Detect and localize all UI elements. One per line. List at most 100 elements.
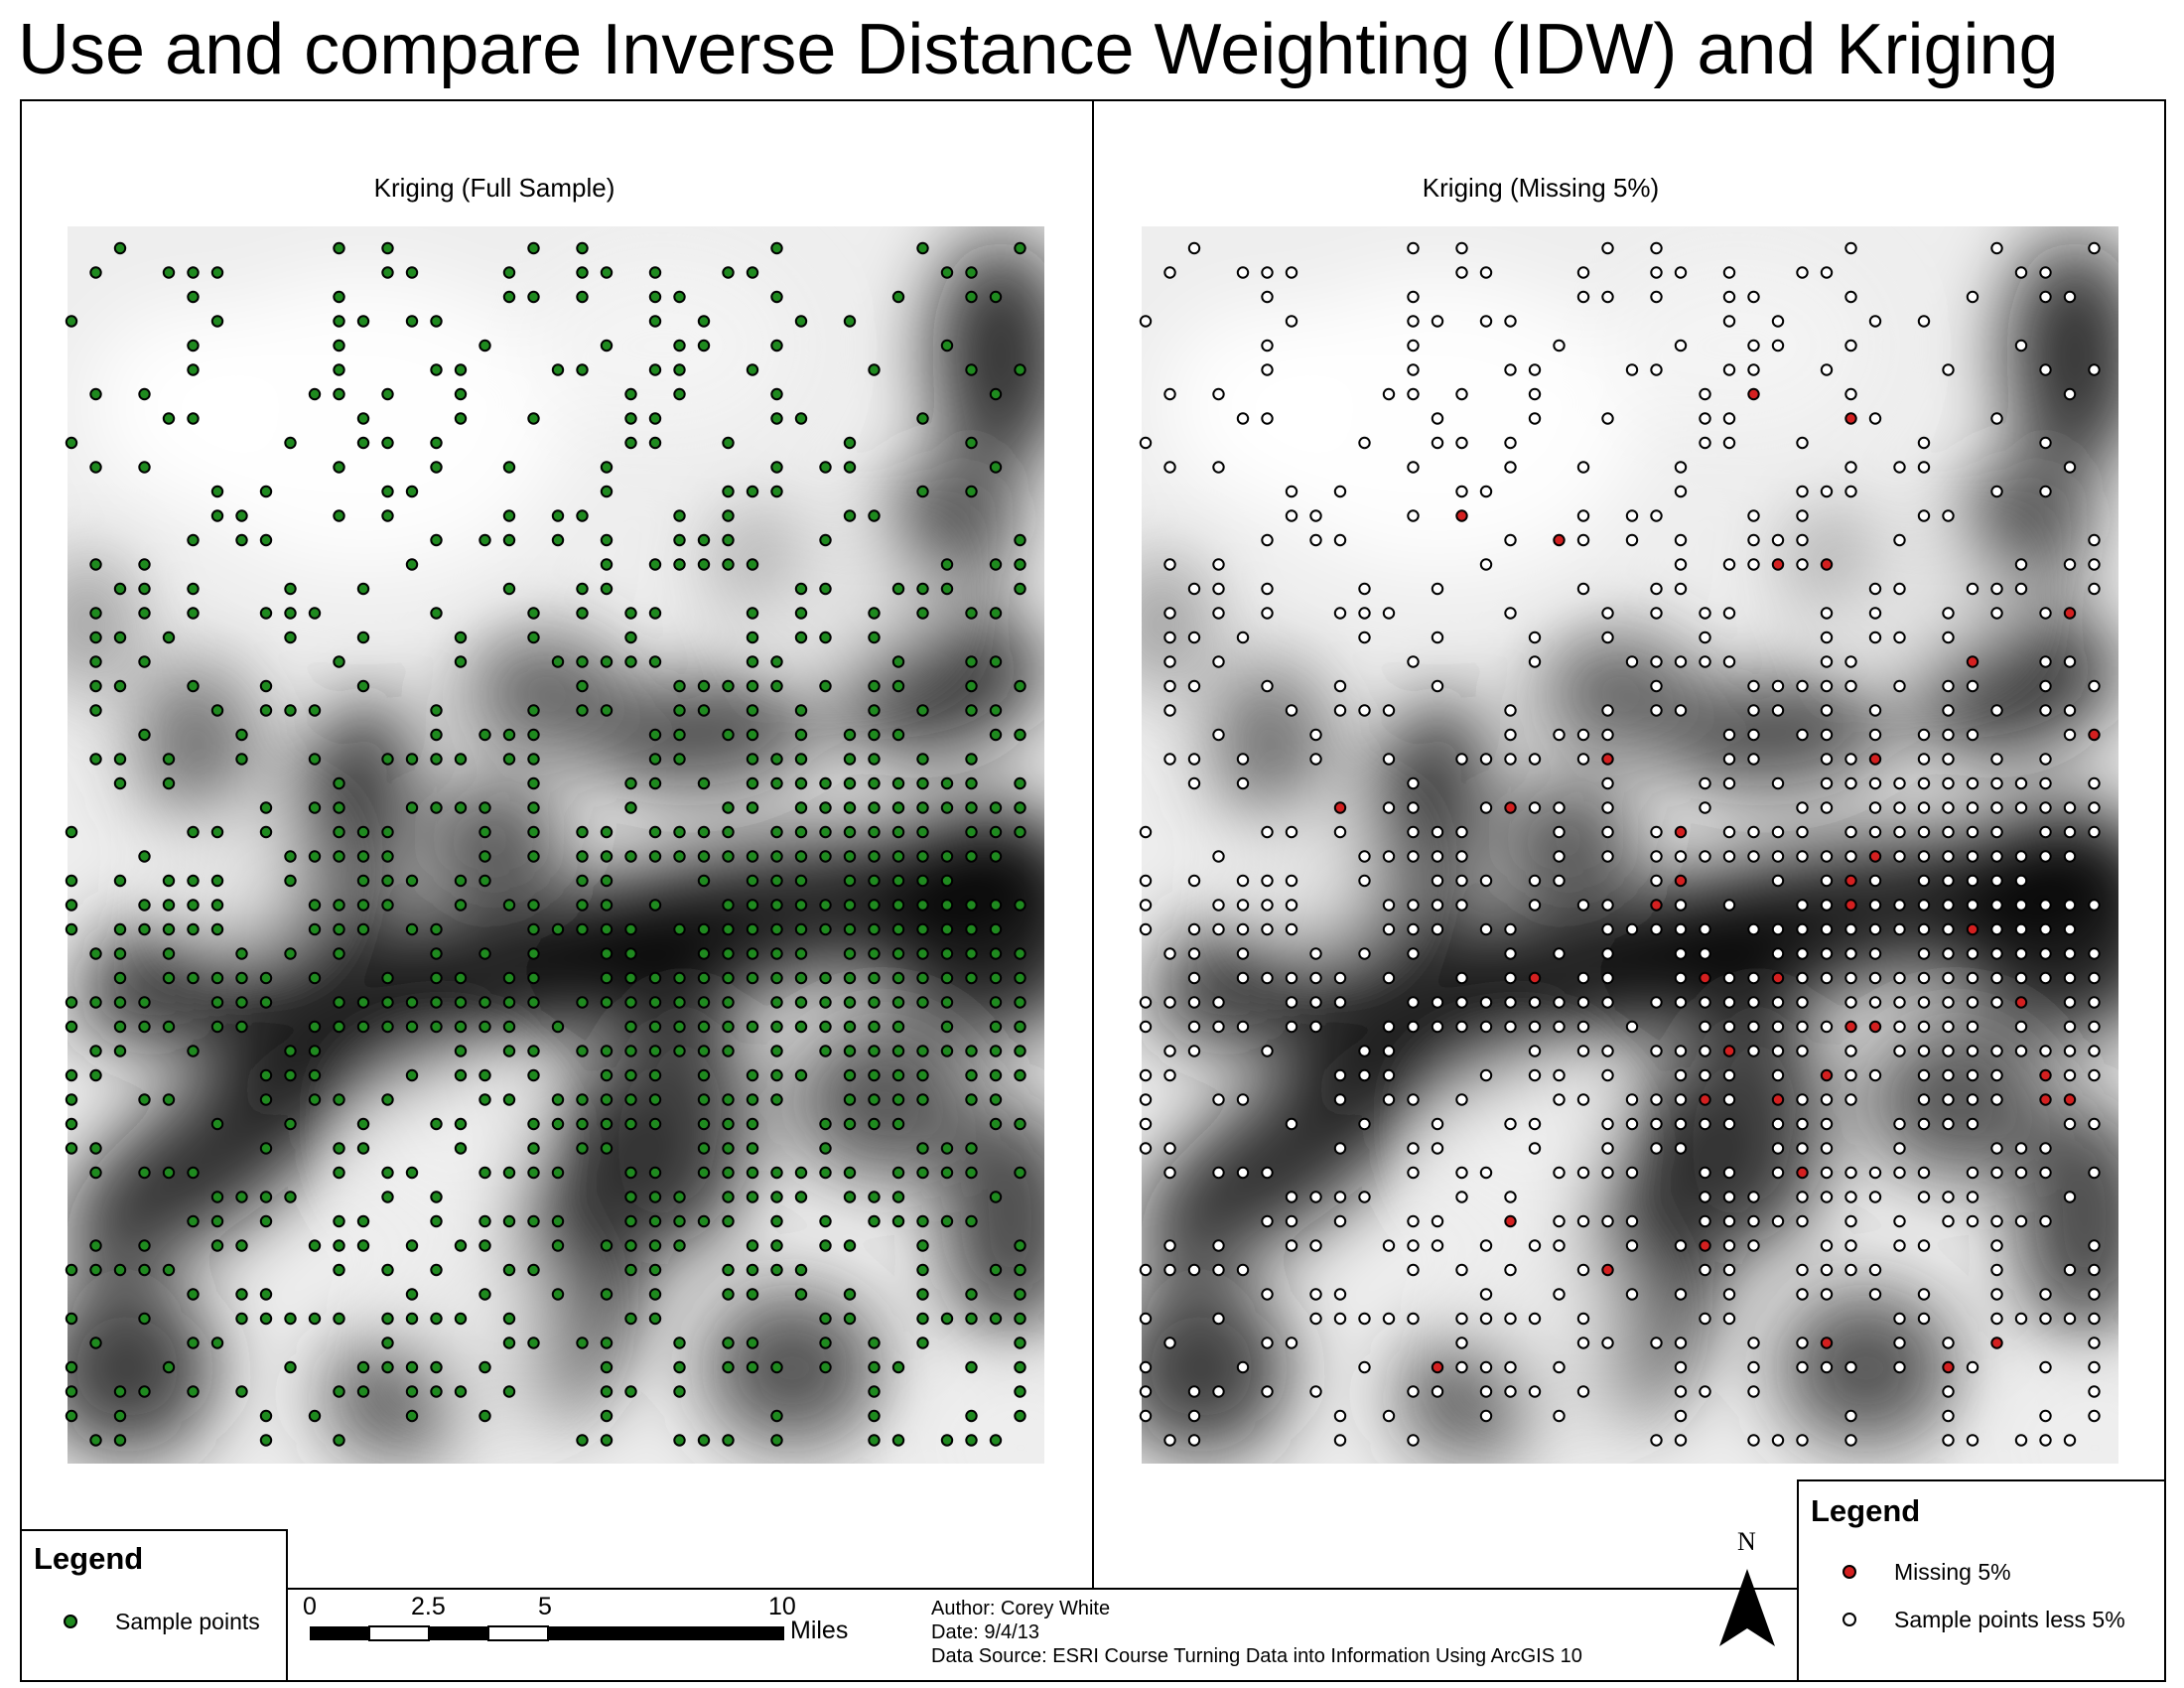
- sample-point: [308, 1312, 322, 1326]
- sample-point: [235, 947, 248, 960]
- missing-point: [1674, 874, 1688, 888]
- remaining-point: [1601, 1336, 1614, 1349]
- remaining-point: [1820, 266, 1834, 279]
- sample-point: [819, 679, 832, 693]
- remaining-point: [1966, 1093, 1979, 1106]
- sample-point: [430, 1117, 443, 1131]
- remaining-point: [1407, 1214, 1420, 1228]
- remaining-point: [1722, 1288, 1736, 1301]
- sample-point: [138, 387, 151, 401]
- remaining-point: [1674, 1385, 1688, 1398]
- sample-point: [430, 922, 443, 936]
- sample-point: [868, 509, 881, 522]
- remaining-point: [1747, 1045, 1760, 1057]
- sample-point: [235, 1191, 248, 1203]
- sample-point: [624, 1385, 637, 1398]
- remaining-point: [1796, 801, 1809, 814]
- sample-point: [187, 533, 200, 547]
- missing-point: [1333, 801, 1347, 814]
- remaining-point: [1285, 874, 1298, 888]
- sample-point: [210, 996, 224, 1009]
- remaining-point: [1893, 801, 1906, 814]
- remaining-point: [2063, 1191, 2077, 1203]
- sample-point: [356, 1142, 370, 1155]
- remaining-point: [1601, 996, 1614, 1009]
- remaining-point: [1844, 947, 1857, 960]
- remaining-point: [1309, 1191, 1322, 1203]
- remaining-point: [1601, 290, 1614, 304]
- remaining-point: [1771, 1214, 1785, 1228]
- sample-point: [259, 533, 273, 547]
- sample-point: [770, 1239, 783, 1252]
- sample-point: [284, 631, 297, 644]
- sample-point: [722, 1020, 735, 1034]
- remaining-point: [1333, 825, 1347, 839]
- sample-point: [697, 558, 711, 571]
- sample-point: [989, 971, 1003, 985]
- left-map[interactable]: [65, 226, 1044, 1464]
- sample-point: [551, 922, 565, 936]
- remaining-point: [1431, 899, 1444, 912]
- remaining-point: [1942, 679, 1955, 693]
- remaining-point: [1163, 461, 1176, 474]
- remaining-point: [1747, 922, 1760, 936]
- remaining-point: [1407, 1312, 1420, 1326]
- remaining-point: [1674, 1045, 1688, 1057]
- sample-point: [576, 582, 589, 596]
- remaining-point: [1942, 607, 1955, 620]
- sample-point: [697, 971, 711, 985]
- sample-point: [235, 1020, 248, 1034]
- sample-point: [430, 461, 443, 474]
- sample-point: [891, 899, 905, 912]
- north-label: N: [1737, 1527, 1756, 1556]
- sample-point: [333, 922, 345, 936]
- sample-point: [940, 1142, 954, 1155]
- sample-point: [308, 1239, 322, 1252]
- sample-point: [162, 874, 176, 888]
- remaining-point: [1893, 533, 1906, 547]
- remaining-point: [1576, 1045, 1590, 1057]
- remaining-point: [1699, 1068, 1711, 1082]
- sample-point: [868, 1045, 881, 1057]
- sample-point: [600, 1117, 614, 1131]
- remaining-point: [1187, 1020, 1201, 1034]
- remaining-point: [1576, 509, 1590, 522]
- sample-point: [235, 728, 248, 742]
- sample-point: [187, 1166, 200, 1180]
- sample-point: [722, 996, 735, 1009]
- sample-point: [843, 1166, 857, 1180]
- remaining-point: [1796, 899, 1809, 912]
- remaining-point: [1942, 1093, 1955, 1106]
- remaining-point: [1212, 461, 1225, 474]
- remaining-point: [1479, 1409, 1493, 1423]
- remaining-point: [1212, 655, 1225, 668]
- sample-point: [502, 1093, 516, 1106]
- sample-point: [648, 1020, 662, 1034]
- sample-point: [478, 1360, 491, 1374]
- sample-point: [65, 1409, 78, 1423]
- remaining-point: [1163, 631, 1176, 644]
- sample-point: [1014, 582, 1026, 596]
- sample-point: [356, 996, 370, 1009]
- sample-point: [381, 971, 394, 985]
- sample-point: [187, 874, 200, 888]
- remaining-point: [1674, 1434, 1688, 1447]
- missing-point-swatch: [1843, 1565, 1856, 1579]
- remaining-point: [1844, 971, 1857, 985]
- sample-point: [356, 899, 370, 912]
- remaining-point: [1601, 241, 1614, 255]
- sample-point: [308, 1093, 322, 1106]
- sample-point: [965, 971, 978, 985]
- remaining-point: [1601, 631, 1614, 644]
- remaining-point: [1844, 1239, 1857, 1252]
- remaining-point: [1333, 704, 1347, 717]
- remaining-point: [2063, 558, 2077, 571]
- sample-point: [478, 533, 491, 547]
- remaining-point: [1868, 315, 1882, 328]
- sample-point: [722, 971, 735, 985]
- right-map[interactable]: [1139, 226, 2118, 1464]
- remaining-point: [1479, 801, 1493, 814]
- remaining-point: [1820, 607, 1834, 620]
- sample-point: [381, 825, 394, 839]
- sample-point: [722, 1166, 735, 1180]
